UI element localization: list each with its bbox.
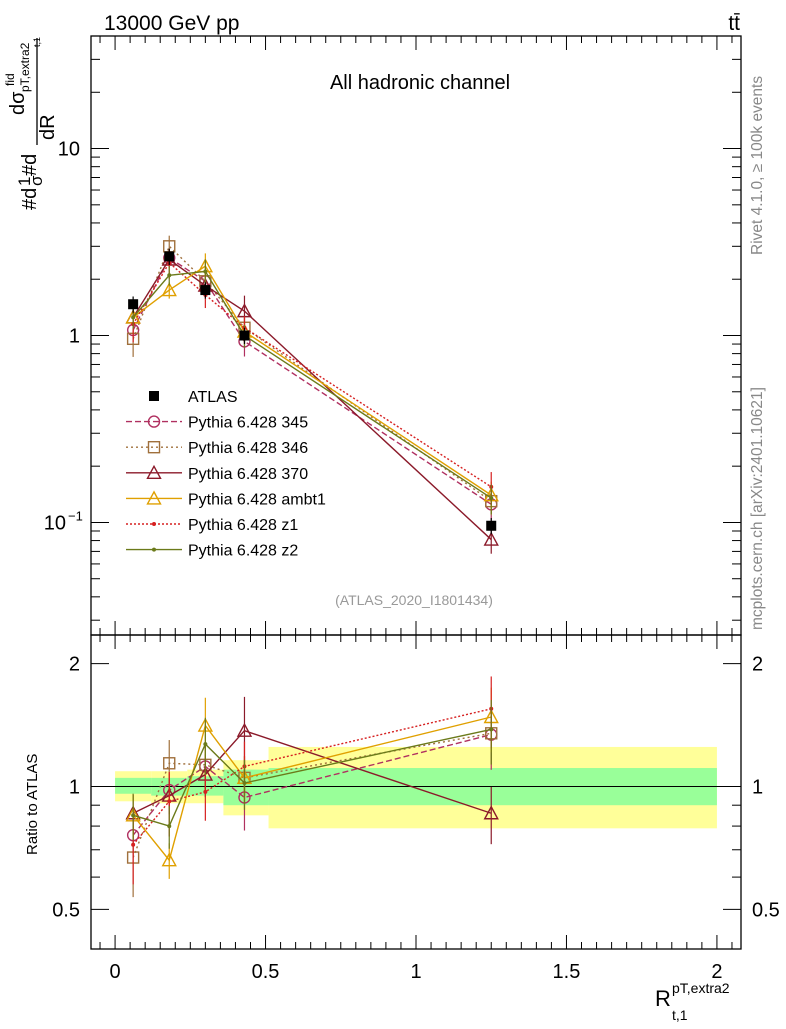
series-3-point (161, 282, 177, 297)
rivet-label: Rivet 4.1.0, ≥ 100k events (749, 76, 766, 255)
ylabel-part: #d (19, 154, 41, 176)
atlas-point (486, 520, 497, 531)
series-5-ratio-point (167, 824, 172, 829)
y-tick-label-exponent: −1 (68, 508, 83, 523)
legend-label-atlas: ATLAS (188, 389, 238, 406)
legend-label: Pythia 6.428 370 (188, 466, 308, 483)
process-label: tt̄ (728, 12, 740, 35)
series-5-ratio-point (242, 781, 247, 786)
y-tick-label-right: 1 (752, 777, 763, 799)
ratio-frame (90, 634, 742, 950)
x-tick-label: 0 (110, 961, 121, 983)
y-tick-label-right: 0.5 (752, 899, 780, 921)
ylabel-part: σ (27, 175, 46, 186)
y-tick-label: 10 (44, 512, 66, 534)
legend: ATLAS Pythia 6.428 345 Pythia 6.428 346 Pyt… (126, 389, 326, 560)
ratio-plot: 0 0.5 1 1.5 2 0.5 0.5 1 1 2 2 (52, 634, 780, 983)
atlas-point (128, 299, 139, 310)
analysis-id: (ATLAS_2020_I1801434) (335, 592, 493, 608)
atlas-point (164, 251, 175, 262)
y-tick-label: 1 (69, 326, 80, 348)
x-tick-label: 0.5 (252, 961, 280, 983)
y-tick-label: 10 (58, 139, 80, 161)
ratio-axis-ticks: 0 0.5 1 1.5 2 0.5 0.5 1 1 2 2 (52, 635, 780, 983)
series-4-ratio-point (131, 842, 136, 847)
x-axis-label-sub: t,1 (672, 1007, 688, 1023)
y-tick-label-right: 2 (752, 654, 763, 676)
ratio-ylabel: Ratio to ATLAS (24, 754, 41, 855)
series-5-ratio-point (203, 742, 208, 747)
series-2-ratio-point (236, 722, 253, 737)
legend-label: Pythia 6.428 z2 (188, 543, 298, 560)
energy-label: 13000 GeV pp (104, 12, 239, 35)
chart-title: All hadronic channel (330, 72, 510, 94)
site-label: mcplots.cern.ch [arXiv:2401.10621] (749, 387, 766, 630)
series-1-ratio-point (163, 757, 176, 770)
legend-marker (152, 522, 156, 526)
series-2-ratio-point (483, 805, 499, 820)
ylabel-part: #d (19, 188, 41, 210)
series-5-ratio-point (489, 727, 494, 732)
legend-marker (146, 464, 162, 479)
y-tick-label: 2 (69, 654, 80, 676)
atlas-point (239, 330, 250, 341)
band-inner (115, 777, 152, 794)
y-tick-label: 1 (69, 777, 80, 799)
series-4-line (132, 261, 492, 488)
ylabel-part: dR (37, 114, 59, 140)
legend-marker (147, 415, 161, 428)
x-axis-label-sup: pT,extra2 (672, 980, 730, 996)
ylabel-part: dσ (7, 91, 29, 115)
legend-marker (146, 490, 162, 505)
series-0-line (132, 256, 492, 505)
x-tick-label: 1.5 (553, 961, 581, 983)
ylabel-part: pT,extra2 (18, 42, 32, 92)
legend-marker (152, 547, 156, 552)
x-axis-label: R (655, 986, 671, 1011)
ratio-series-layer (125, 676, 499, 898)
series-5-point (167, 273, 172, 278)
series-5-point (203, 269, 208, 274)
y-tick-label: 0.5 (52, 899, 80, 921)
series-5-point (489, 496, 494, 501)
legend-label: Pythia 6.428 345 (188, 415, 308, 432)
legend-label: Pythia 6.428 z1 (188, 517, 298, 534)
legend-marker-atlas (149, 391, 159, 401)
legend-marker (147, 441, 161, 454)
series-1-ratio-line (132, 732, 492, 858)
x-tick-label: 1 (410, 961, 421, 983)
x-tick-label: 2 (711, 961, 722, 983)
series-4-ratio-point (203, 789, 208, 794)
series-2-point (483, 531, 499, 546)
series-3-ratio-point (161, 852, 177, 867)
series-5-point (131, 315, 136, 320)
ylabel-part: fid (3, 73, 17, 86)
y-axis-label-main: #d 1 σ #d dσ fid pT,extra2 t,1 dR (3, 37, 59, 210)
main-data-layer (128, 248, 497, 535)
series-4-ratio-point (167, 799, 172, 804)
atlas-point (200, 285, 211, 296)
ylabel-part: 1 (15, 177, 34, 186)
legend-label: Pythia 6.428 346 (188, 440, 308, 457)
legend-label: Pythia 6.428 ambt1 (188, 491, 326, 508)
series-5-ratio-point (131, 813, 136, 818)
